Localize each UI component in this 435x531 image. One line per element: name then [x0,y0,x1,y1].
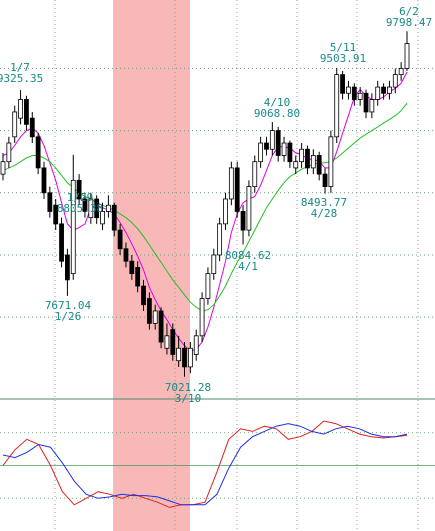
candle-body [76,179,82,200]
candle-body [240,211,246,231]
candle-body [287,142,293,163]
candle-body [47,192,53,212]
candle-body [70,179,76,275]
annotation-date: 6/2 [399,5,419,18]
candle-body [205,273,211,299]
annotation-date: 5/11 [330,41,357,54]
candle-body [117,229,123,250]
candle-body [88,198,94,219]
annotation-price: 9068.80 [254,107,300,120]
candle-body [363,92,369,113]
candle-body [111,204,117,231]
candle-body [375,86,381,100]
annotation-price: 8805.38 [57,202,103,215]
candle-body [82,198,88,212]
candle-body [182,347,187,368]
annotation-price: 7671.04 [45,299,92,312]
moving-average [2,102,408,312]
annotation-price: 8084.62 [225,249,271,262]
candle-body [381,86,386,94]
candle-body [12,111,18,138]
annotation-price: 9798.47 [386,16,432,29]
candle-body [100,211,105,225]
candle-body [334,74,340,138]
candle-body [35,136,41,169]
candle-body [199,298,205,337]
candle-body [94,198,100,219]
candle-body [305,148,310,169]
candle-body [398,68,404,76]
candle-body [357,92,363,100]
candle-body [258,142,264,163]
candle-body [65,254,70,281]
candle-body [0,161,6,175]
candle-body [299,148,305,163]
candle-body [269,130,275,150]
candle-body [217,223,223,256]
candle-body [340,74,345,94]
candle-body [275,130,281,156]
candle-body [223,198,228,225]
candle-body [234,167,240,212]
candle-body [228,167,234,200]
candle-body [404,43,410,69]
annotation-date: 1/29 [67,191,94,204]
candle-body [170,329,176,355]
candle-body [164,335,170,349]
annotation-date: 1/26 [55,310,82,323]
annotation-price: 7021.28 [165,381,211,394]
candle-body [351,86,357,100]
candle-body [53,204,59,225]
candle-body [129,260,135,275]
annotation-date: 4/10 [264,96,291,109]
candle-body [392,74,398,88]
candle-body [293,161,299,169]
moving-average [2,71,408,352]
candle-body [29,117,35,138]
annotation-date: 1/7 [10,61,30,74]
candle-body [193,335,199,355]
candle-body [328,136,334,187]
candle-body [6,142,12,163]
candle-body [187,347,193,368]
annotation-date: 3/10 [175,392,202,405]
candle-body [281,142,287,156]
annotation-price: 8493.77 [301,196,347,209]
candle-body [316,155,322,175]
candle-body [18,99,23,119]
candle-body [105,204,111,212]
candle-body [310,155,316,169]
oscillator-line [2,423,408,506]
annotation-date: 4/28 [311,207,338,220]
candle-body [387,86,392,94]
candle-body [346,86,351,94]
candle-body [41,167,47,194]
highlight-band [113,0,190,531]
candle-body [123,248,129,262]
candle-body [59,223,64,262]
candle-body [252,161,258,187]
candle-body [141,285,146,306]
candle-body [152,310,158,324]
candle-body [211,254,217,275]
annotation-price: 9325.35 [0,72,43,85]
candle-body [246,186,252,231]
annotation-price: 9503.91 [320,52,366,65]
candle-body [369,99,375,113]
oscillator-line [2,420,408,508]
candle-body [24,99,29,125]
annotation-date: 4/1 [238,260,258,273]
candle-body [158,310,164,343]
candle-body [264,142,269,150]
candle-body [146,298,152,324]
candle-body [176,347,182,362]
vertical-grid [54,0,419,531]
candle-body [135,267,141,287]
candle-body [322,173,328,187]
